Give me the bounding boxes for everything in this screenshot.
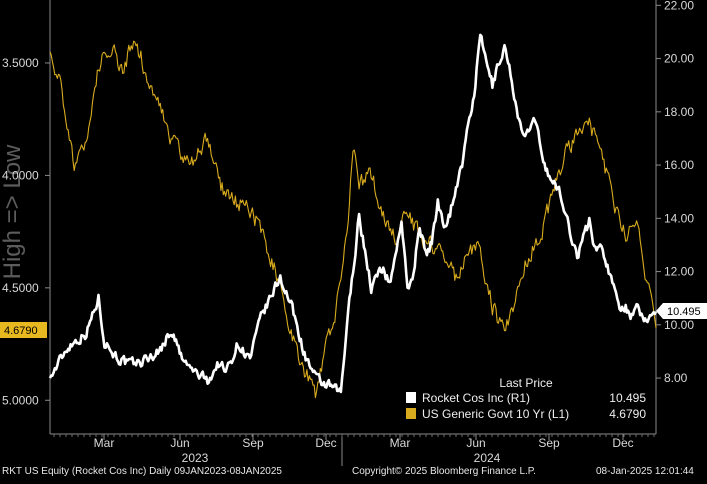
x-tick-label: Mar <box>390 436 411 450</box>
axis-direction-label: High => Low <box>0 144 26 279</box>
right-last-value: 10.495 <box>667 306 701 318</box>
left-tick-label: 4.5000 <box>2 281 39 295</box>
series-line-rocket <box>48 33 658 394</box>
footer-timestamp: 08-Jan-2025 12:01:44 <box>596 466 694 477</box>
right-last-value-bg <box>656 303 707 319</box>
x-tick-label: Sep <box>242 436 264 450</box>
right-tick-label: 8.00 <box>664 371 688 385</box>
left-tick-label: 5.0000 <box>2 393 39 407</box>
legend-label-rocket: Rocket Cos Inc (R1) <box>422 391 530 405</box>
series-layer <box>48 33 658 399</box>
x-year-label: 2023 <box>182 451 209 465</box>
right-tick-label: 20.00 <box>664 52 694 66</box>
legend-value-govt: 4.6790 <box>609 407 646 421</box>
legend-swatch-rocket <box>406 392 416 403</box>
footer-ticker: RKT US Equity (Rocket Cos Inc) Daily 09J… <box>2 466 282 477</box>
right-tick-label: 14.00 <box>664 211 694 225</box>
legend: Last Price Rocket Cos Inc (R1) 10.495 US… <box>399 368 653 427</box>
legend-title: Last Price <box>499 376 553 390</box>
right-last-value-tag: 10.495 <box>656 303 707 319</box>
footer-copyright: Copyright© 2025 Bloomberg Finance L.P. <box>352 466 536 477</box>
right-tick-label: 12.00 <box>664 265 694 279</box>
left-last-value-bg <box>0 322 47 338</box>
legend-label-govt: US Generic Govt 10 Yr (L1) <box>422 407 569 421</box>
left-last-value: 4.6790 <box>4 325 38 337</box>
legend-swatch-govt <box>406 408 416 419</box>
right-tick-label: 10.00 <box>664 318 694 332</box>
left-tick-label: 3.5000 <box>2 56 39 70</box>
left-tick-label: 4.0000 <box>2 168 39 182</box>
x-year-label: 2024 <box>474 451 501 465</box>
x-axis-ticks: Mar Jun Sep Dec Mar Jun Sep Dec 2023 2024 <box>53 434 655 465</box>
legend-value-rocket: 10.495 <box>609 391 646 405</box>
right-tick-label: 22.00 <box>664 0 694 12</box>
x-tick-label: Dec <box>612 436 633 450</box>
left-axis-ticks: 3.5000 4.0000 4.5000 5.0000 <box>2 56 50 407</box>
x-tick-label: Mar <box>94 436 115 450</box>
x-tick-label: Dec <box>315 436 336 450</box>
right-tick-label: 16.00 <box>664 158 694 172</box>
right-axis-ticks: 8.00 10.00 12.00 14.00 16.00 18.00 20.00 22.00 <box>656 0 694 385</box>
legend-box <box>399 368 653 427</box>
x-tick-label: Sep <box>538 436 560 450</box>
x-tick-label: Jun <box>466 436 485 450</box>
right-tick-label: 18.00 <box>664 105 694 119</box>
left-last-value-tag: 4.6790 <box>0 322 47 338</box>
x-tick-label: Jun <box>170 436 189 450</box>
